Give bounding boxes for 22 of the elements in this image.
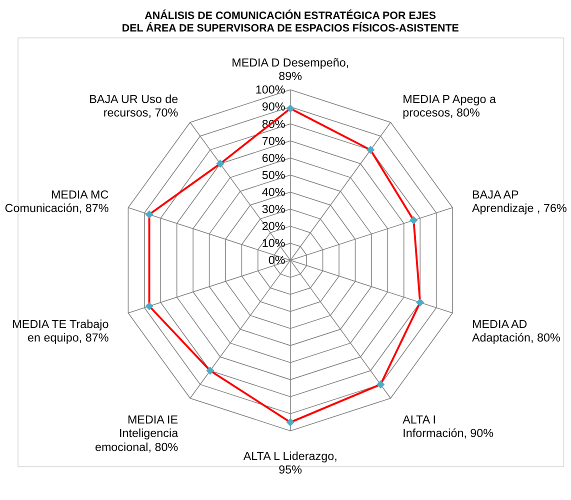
- text: DEL ÁREA DE SUPERVISORA DE ESPACIOS FÍSICOS-ASISTENTE: [122, 22, 459, 35]
- spoke-label: ALTA L Liderazgo, 95%: [243, 450, 338, 477]
- y-tick-label: 70%: [262, 134, 286, 148]
- y-tick-label: 60%: [262, 152, 286, 165]
- spoke-label: MEDIA MC Comunicación, 87%: [4, 188, 109, 215]
- y-tick-label: 20%: [262, 220, 286, 234]
- spoke-label: ALTA I Información, 90%: [402, 414, 494, 440]
- spoke-label: MEDIA D Desempeño, 89%: [232, 56, 350, 84]
- spoke-label: MEDIA P Apego a procesos, 80%: [402, 92, 496, 120]
- spoke-label: MEDIA IE Inteligencia emocional, 80%: [94, 414, 179, 454]
- y-tick-label: 90%: [262, 100, 286, 114]
- y-tick-label: 0%: [268, 254, 286, 268]
- y-tick-label: 50%: [262, 168, 286, 182]
- y-tick-label: 40%: [262, 186, 286, 199]
- text: ANÁLISIS DE COMUNICACIÓN ESTRATÉGICA POR EJES: [144, 10, 436, 22]
- y-tick-label: 100%: [255, 84, 286, 97]
- spoke-label: MEDIA AD Adaptación, 80%: [472, 318, 560, 345]
- y-tick-label: 30%: [262, 203, 286, 216]
- y-tick-label: 10%: [262, 237, 286, 250]
- spoke-label: BAJA AP Aprendizaje , 76%: [472, 188, 567, 215]
- spoke-label: BAJA UR Uso de recursos, 70%: [89, 92, 178, 120]
- spoke-label: MEDIA TE Trabajo en equipo, 87%: [12, 318, 110, 345]
